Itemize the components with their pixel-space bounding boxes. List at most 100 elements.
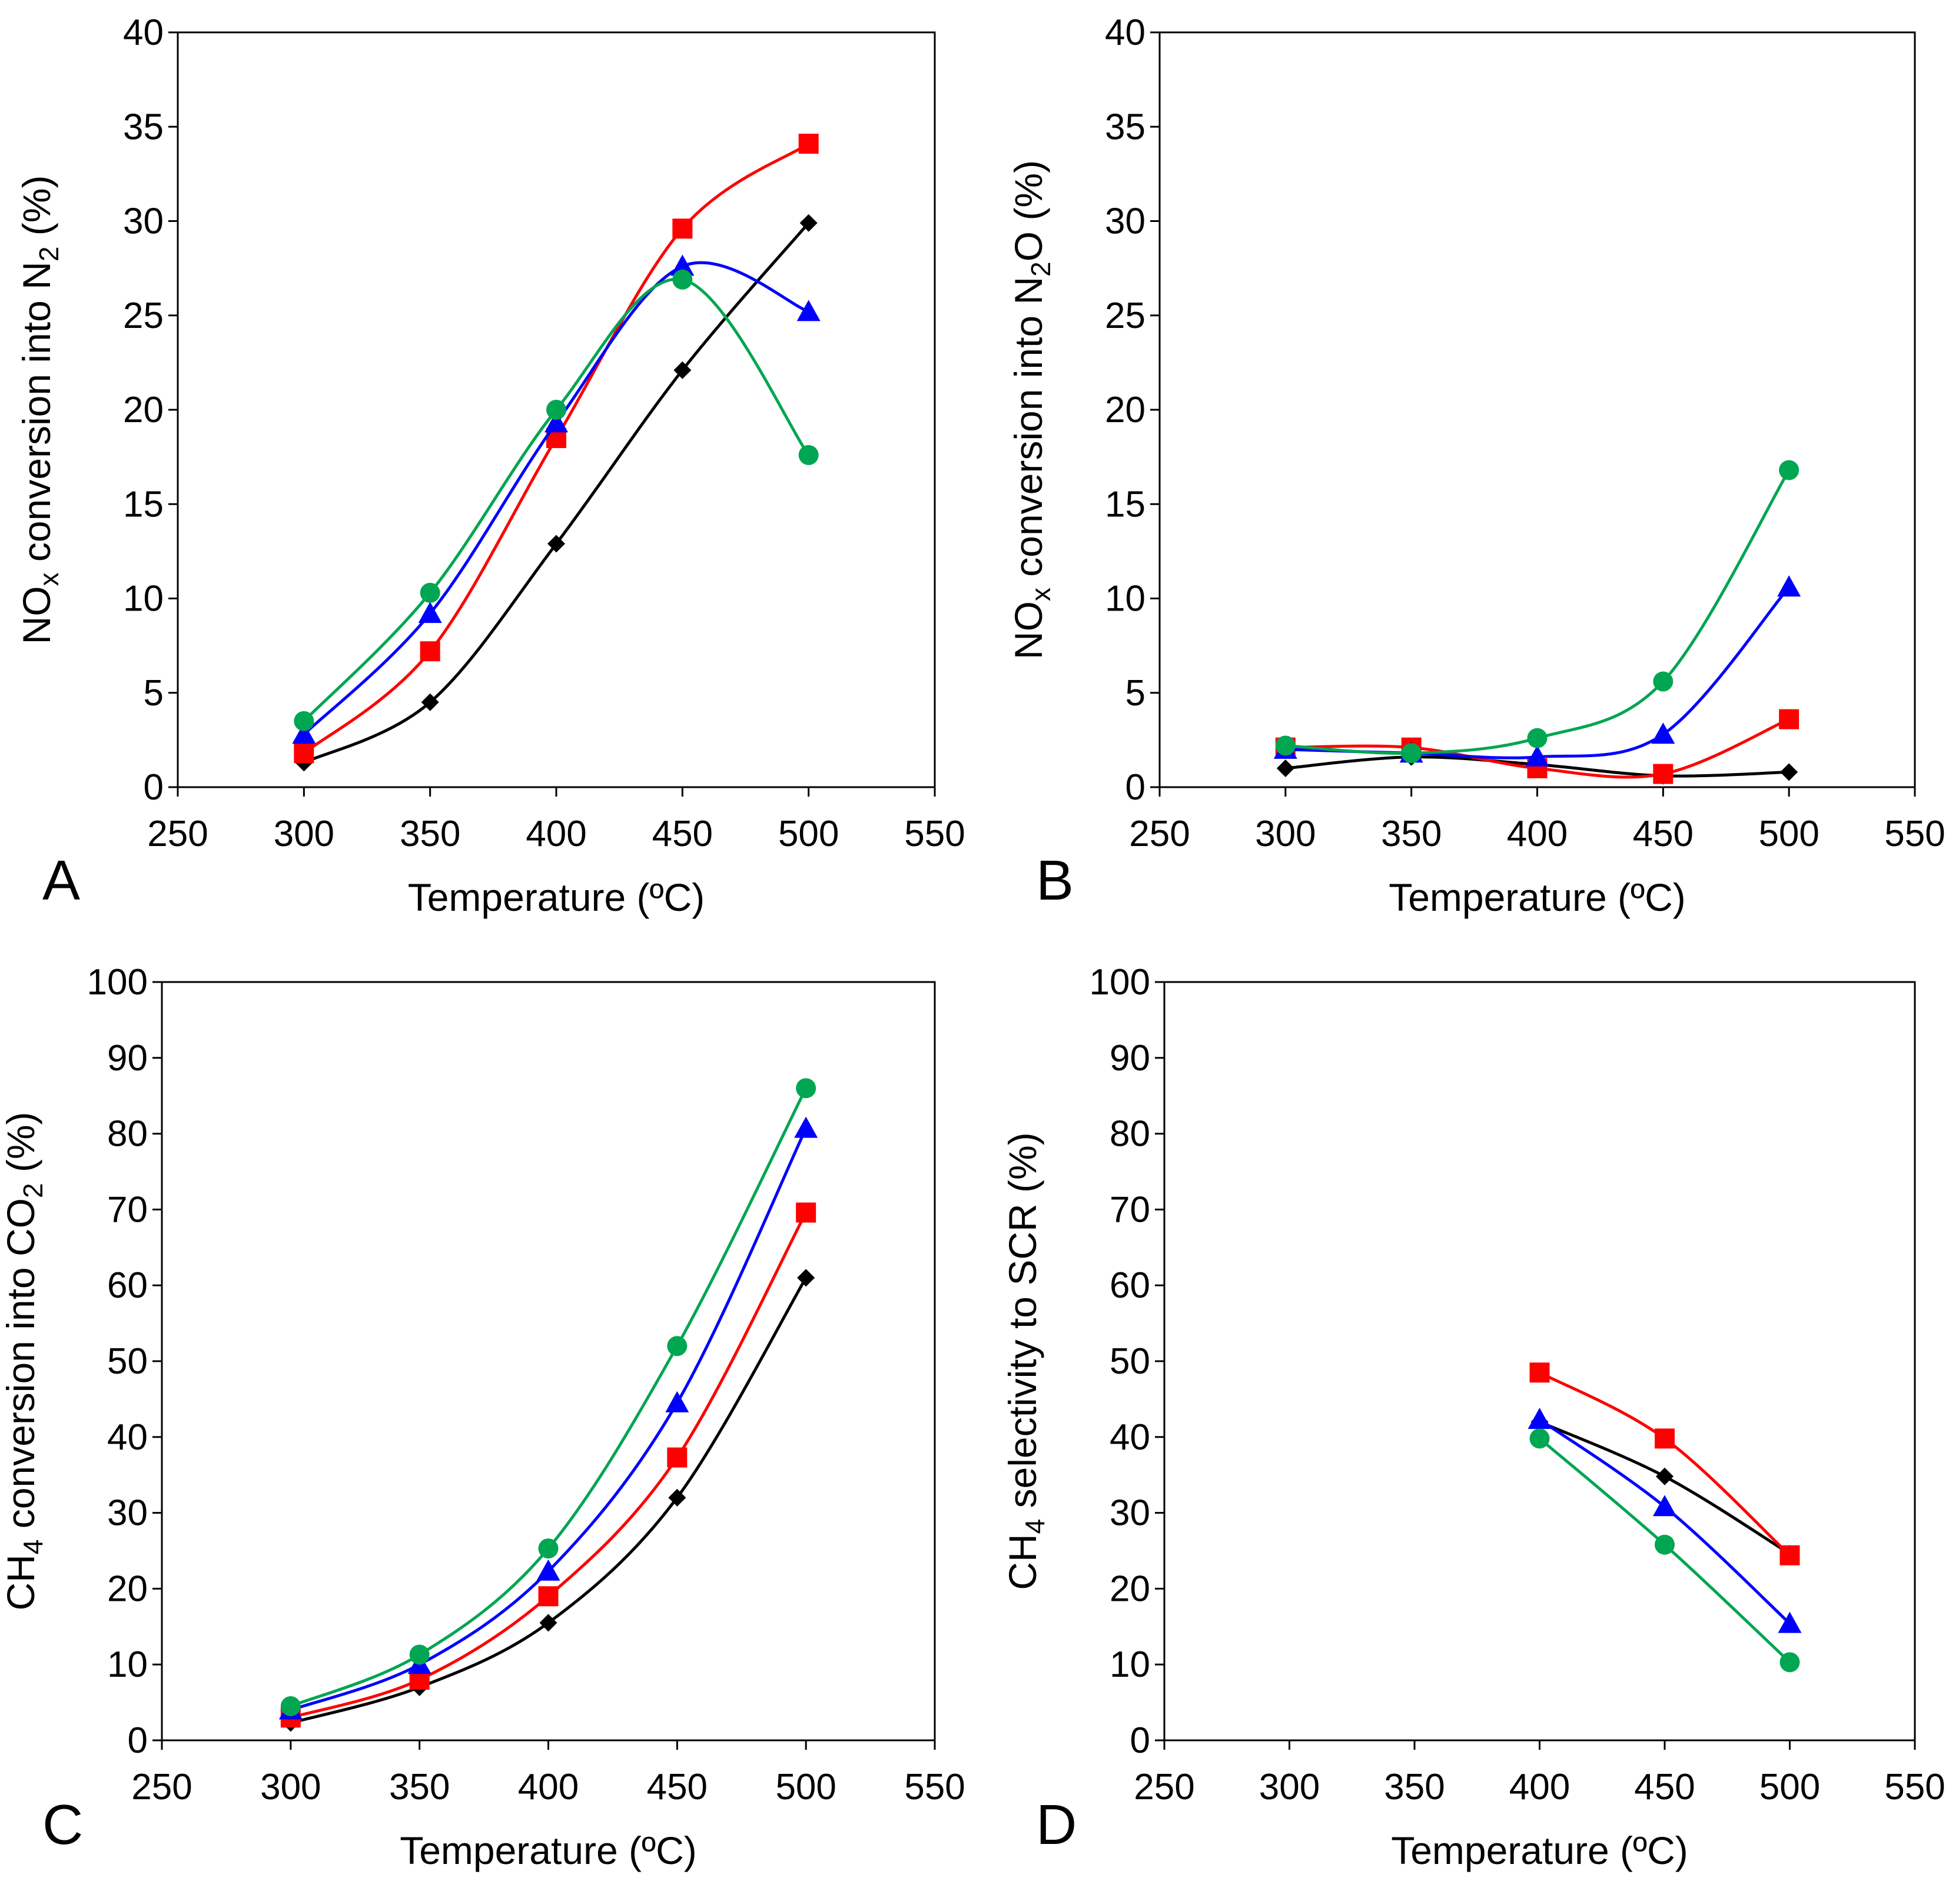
x-tick-label: 550 bbox=[904, 814, 965, 854]
data-point-triangle bbox=[544, 411, 568, 433]
x-tick-label: 300 bbox=[274, 814, 334, 854]
data-point-diamond bbox=[797, 1269, 815, 1287]
series-line-circle bbox=[290, 1087, 808, 1708]
panel-letter: C bbox=[42, 1793, 83, 1856]
data-point-circle bbox=[420, 582, 440, 603]
y-tick-label: 40 bbox=[107, 1417, 148, 1458]
data-point-triangle bbox=[1653, 1495, 1676, 1517]
data-point-square bbox=[1653, 764, 1674, 784]
data-point-square bbox=[420, 641, 440, 662]
y-tick-label: 40 bbox=[1105, 12, 1145, 53]
x-tick-label: 350 bbox=[389, 1767, 450, 1807]
data-point-circle bbox=[1779, 460, 1799, 480]
x-tick-label: 450 bbox=[652, 814, 713, 854]
x-tick-label: 550 bbox=[904, 1767, 965, 1807]
y-tick-label: 50 bbox=[107, 1341, 148, 1382]
x-tick-label: 300 bbox=[1259, 1767, 1320, 1807]
y-axis-title: NOx conversion into N2O (%) bbox=[1007, 160, 1056, 659]
y-tick-label: 60 bbox=[107, 1265, 148, 1306]
y-tick-label: 100 bbox=[87, 962, 148, 1003]
y-tick-label: 10 bbox=[1105, 579, 1145, 619]
x-tick-label: 500 bbox=[775, 1767, 836, 1807]
y-axis-title: NOx conversion into N2 (%) bbox=[15, 175, 64, 645]
y-tick-label: 20 bbox=[1105, 390, 1145, 430]
data-point-square bbox=[538, 1586, 559, 1607]
panel-c: 0 10 20 30 40 50 60 70 80 90 100 250 300 350 400 450 500… bbox=[0, 962, 965, 1872]
data-point-square bbox=[798, 134, 819, 154]
series-line-diamond bbox=[290, 1277, 808, 1724]
data-point-triangle bbox=[1778, 1611, 1802, 1633]
data-point-square bbox=[796, 1202, 816, 1223]
data-point-circle bbox=[538, 1538, 559, 1559]
series-line-circle bbox=[303, 277, 810, 722]
series-line-diamond bbox=[303, 222, 810, 764]
x-tick-label: 500 bbox=[1758, 814, 1819, 854]
data-point-square bbox=[672, 218, 693, 239]
x-tick-label: 450 bbox=[1634, 1767, 1695, 1807]
data-point-diamond bbox=[1780, 763, 1798, 781]
x-tick-label: 250 bbox=[1134, 1767, 1194, 1807]
y-tick-label: 30 bbox=[123, 201, 164, 242]
y-tick-label: 70 bbox=[107, 1189, 148, 1230]
data-point-circle bbox=[667, 1336, 688, 1356]
y-tick-label: 0 bbox=[128, 1720, 148, 1761]
y-tick-label: 80 bbox=[1110, 1114, 1150, 1155]
y-tick-label: 20 bbox=[123, 390, 164, 430]
x-tick-label: 350 bbox=[1384, 1767, 1445, 1807]
data-point-circle bbox=[1653, 671, 1674, 692]
y-tick-label: 10 bbox=[1110, 1644, 1150, 1685]
series-line-circle bbox=[1285, 469, 1791, 755]
x-tick-label: 300 bbox=[260, 1767, 321, 1807]
panel-a: 0 5 10 15 20 25 30 35 40 250 300 350 400 450 500 550 Tem… bbox=[15, 12, 965, 919]
data-point-diamond bbox=[668, 1488, 686, 1507]
y-axis-title: CH4 selectivity to SCR (%) bbox=[1001, 1132, 1050, 1590]
x-tick-label: 400 bbox=[526, 814, 586, 854]
y-tick-label: 10 bbox=[123, 579, 164, 619]
data-point-square bbox=[1779, 709, 1799, 729]
y-tick-label: 20 bbox=[107, 1568, 148, 1609]
y-tick-label: 90 bbox=[107, 1038, 148, 1079]
plot-frame bbox=[1158, 31, 1916, 788]
x-tick-label: 250 bbox=[147, 814, 208, 854]
data-point-circle bbox=[672, 269, 693, 290]
y-tick-label: 30 bbox=[107, 1493, 148, 1534]
data-point-circle bbox=[294, 711, 314, 731]
plot-frame bbox=[1163, 981, 1916, 1742]
data-point-triangle bbox=[1525, 745, 1549, 767]
y-tick-label: 10 bbox=[107, 1644, 148, 1685]
data-point-diamond bbox=[673, 361, 692, 379]
series-line-triangle bbox=[1539, 1418, 1791, 1625]
y-tick-label: 80 bbox=[107, 1114, 148, 1155]
panel-letter: B bbox=[1036, 849, 1074, 912]
y-tick-label: 70 bbox=[1110, 1189, 1150, 1230]
data-point-square bbox=[667, 1447, 688, 1468]
data-point-circle bbox=[1401, 743, 1422, 764]
series-line-triangle bbox=[303, 261, 809, 736]
data-point-circle bbox=[1655, 1534, 1675, 1555]
y-tick-label: 40 bbox=[123, 12, 164, 53]
data-point-triangle bbox=[794, 1116, 818, 1138]
data-point-triangle bbox=[670, 254, 695, 276]
data-point-square bbox=[1779, 1545, 1800, 1565]
y-tick-label: 100 bbox=[1090, 962, 1150, 1003]
x-tick-label: 250 bbox=[131, 1767, 192, 1807]
data-point-triangle bbox=[536, 1559, 560, 1581]
y-tick-label: 15 bbox=[1105, 484, 1145, 525]
y-tick-label: 50 bbox=[1110, 1341, 1150, 1382]
data-point-circle bbox=[1527, 728, 1548, 748]
x-tick-label: 400 bbox=[518, 1767, 579, 1807]
data-point-diamond bbox=[547, 535, 565, 553]
data-point-circle bbox=[1275, 735, 1296, 756]
data-point-triangle bbox=[1651, 722, 1675, 744]
series-line-square bbox=[303, 142, 810, 755]
data-point-diamond bbox=[1656, 1467, 1674, 1485]
data-point-circle bbox=[546, 400, 566, 420]
data-point-triangle bbox=[1777, 575, 1801, 597]
y-axis-title: CH4 conversion into CO2 (%) bbox=[0, 1112, 48, 1610]
data-point-diamond bbox=[539, 1614, 557, 1632]
x-tick-label: 350 bbox=[1381, 814, 1442, 854]
x-tick-label: 500 bbox=[1759, 1767, 1820, 1807]
data-point-triangle bbox=[796, 300, 821, 321]
y-tick-label: 0 bbox=[1130, 1720, 1150, 1761]
y-tick-label: 90 bbox=[1110, 1038, 1150, 1079]
